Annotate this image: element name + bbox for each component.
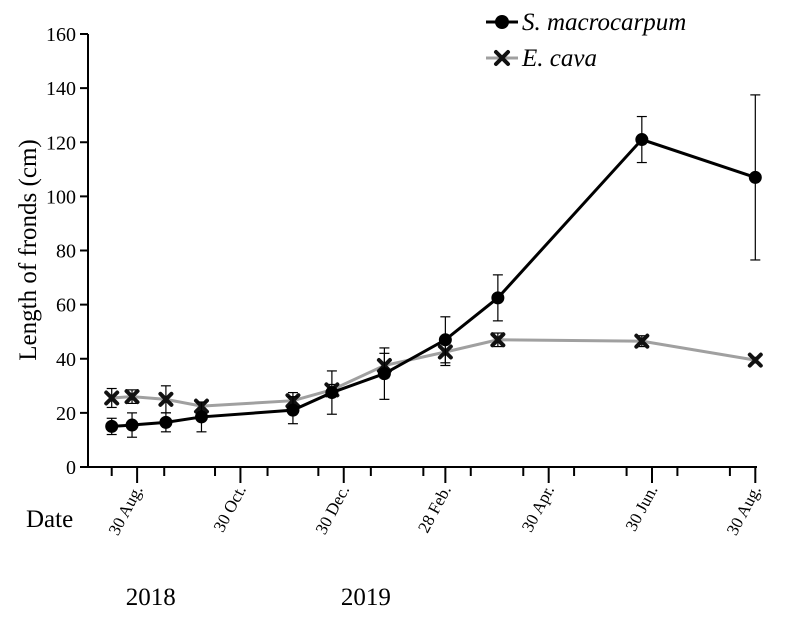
legend-marker bbox=[494, 50, 510, 66]
legend-label: S. macrocarpum bbox=[522, 9, 686, 36]
x-tick-label: 30 Jun. bbox=[622, 482, 662, 534]
y-tick-label: 80 bbox=[56, 241, 76, 263]
data-point bbox=[490, 332, 506, 348]
y-tick-label: 160 bbox=[46, 24, 76, 46]
x-tick-label: 30 Dec. bbox=[312, 482, 354, 538]
x-tick-label: 30 Apr. bbox=[518, 482, 558, 535]
data-point bbox=[748, 170, 762, 184]
y-tick-label: 0 bbox=[66, 457, 76, 479]
data-point bbox=[438, 333, 452, 347]
data-point bbox=[635, 133, 649, 147]
legend-marker bbox=[495, 15, 509, 29]
legend: S. macrocarpum E. cava bbox=[486, 9, 686, 72]
data-point bbox=[491, 291, 505, 305]
data-point bbox=[377, 367, 391, 381]
series-line bbox=[111, 137, 756, 428]
data-point bbox=[747, 352, 763, 368]
legend-entry: E. cava bbox=[486, 45, 597, 72]
x-tick-label: 30 Aug. bbox=[105, 482, 147, 538]
data-point bbox=[159, 415, 173, 429]
y-axis-label: Length of fronds (cm) bbox=[15, 139, 42, 360]
data-point bbox=[158, 391, 174, 407]
x-tick-label: 30 Aug. bbox=[723, 482, 765, 538]
legend-label: E. cava bbox=[521, 45, 597, 72]
series-smacrocarpum bbox=[105, 94, 762, 438]
y-tick-label: 100 bbox=[46, 186, 76, 208]
legend-entry: S. macrocarpum bbox=[486, 9, 686, 36]
year-label: 2019 bbox=[341, 584, 391, 611]
data-point bbox=[286, 403, 300, 417]
data-point bbox=[125, 418, 139, 432]
axes-layer: 0 20 40 60 80 100 120 140 160 30 Aug. 30 Oct. 30 De… bbox=[46, 24, 765, 611]
data-point bbox=[325, 386, 339, 400]
data-point bbox=[194, 410, 208, 424]
y-tick-label: 40 bbox=[56, 349, 76, 371]
x-tick-label: 30 Oct. bbox=[210, 482, 250, 535]
y-tick-label: 60 bbox=[56, 295, 76, 317]
x-axis-label: Date bbox=[26, 506, 73, 533]
y-tick-label: 20 bbox=[56, 403, 76, 425]
data-point bbox=[105, 419, 119, 433]
data-point bbox=[634, 333, 650, 349]
data-point bbox=[124, 389, 140, 405]
series-layer bbox=[104, 94, 763, 438]
series-line bbox=[111, 338, 756, 408]
data-point bbox=[104, 390, 120, 406]
x-tick-label: 28 Feb. bbox=[414, 482, 455, 536]
y-tick-label: 120 bbox=[46, 132, 76, 154]
year-label: 2018 bbox=[126, 584, 176, 611]
y-tick-label: 140 bbox=[46, 78, 76, 100]
